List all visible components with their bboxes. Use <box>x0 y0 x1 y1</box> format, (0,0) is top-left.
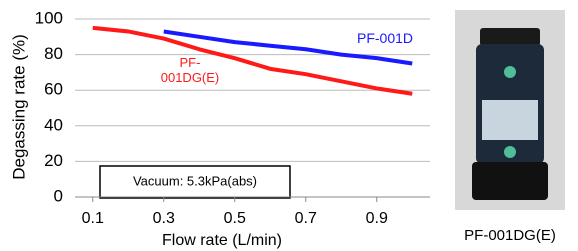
product-photo <box>455 10 565 210</box>
page: Degassing rate (%) Flow rate (L/min) Vac… <box>0 0 578 251</box>
x-tick-label: 0.7 <box>295 210 317 227</box>
photo-caption: PF-001DG(E) <box>464 227 556 244</box>
series-label: PF-001DG(E) <box>158 55 222 85</box>
annotation: Vacuum: 5.3kPa(abs) <box>133 173 257 188</box>
x-tick-label: 0.5 <box>224 210 246 227</box>
y-tick-label: 60 <box>44 80 63 99</box>
x-axis-label: Flow rate (L/min) <box>162 232 282 249</box>
series-label: PF-001D <box>340 30 430 46</box>
y-axis-label: Degassing rate (%) <box>9 34 28 180</box>
x-tick-label: 0.3 <box>153 210 175 227</box>
y-tick-label: 100 <box>35 8 63 27</box>
chart: Degassing rate (%) Flow rate (L/min) Vac… <box>0 0 578 251</box>
y-tick-label: 0 <box>54 186 63 205</box>
y-tick-label: 20 <box>44 151 63 170</box>
x-tick-label: 0.9 <box>366 210 388 227</box>
y-tick-label: 80 <box>44 44 63 63</box>
x-tick-label: 0.1 <box>82 210 104 227</box>
y-tick-label: 40 <box>44 115 63 134</box>
